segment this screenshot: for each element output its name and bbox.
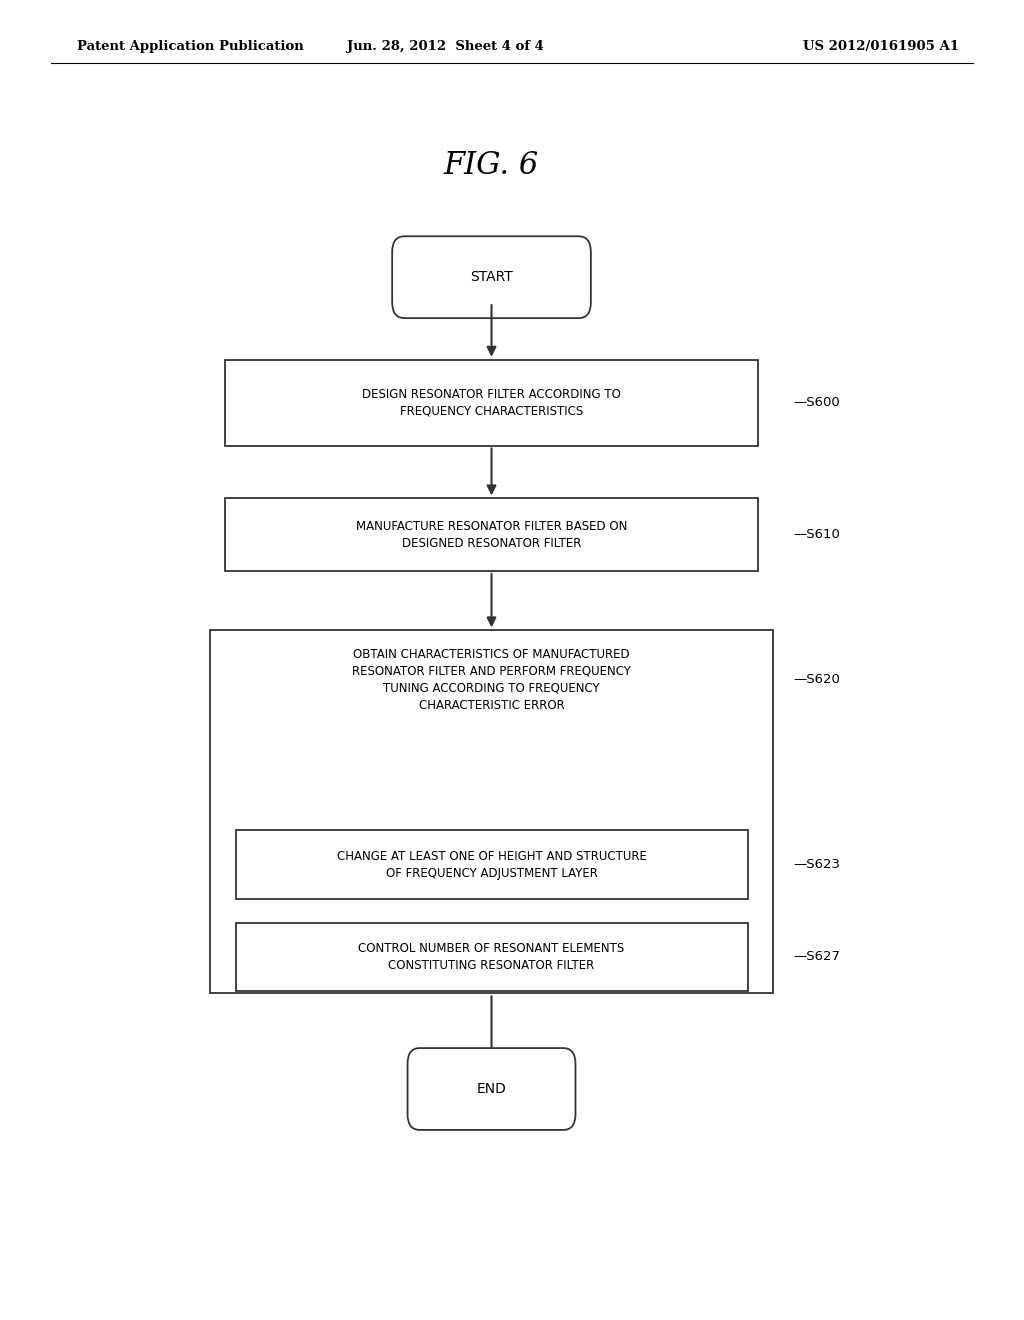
FancyBboxPatch shape bbox=[392, 236, 591, 318]
Text: OBTAIN CHARACTERISTICS OF MANUFACTURED
RESONATOR FILTER AND PERFORM FREQUENCY
TU: OBTAIN CHARACTERISTICS OF MANUFACTURED R… bbox=[352, 648, 631, 711]
Text: MANUFACTURE RESONATOR FILTER BASED ON
DESIGNED RESONATOR FILTER: MANUFACTURE RESONATOR FILTER BASED ON DE… bbox=[355, 520, 628, 549]
Text: —S600: —S600 bbox=[794, 396, 841, 409]
Text: —S620: —S620 bbox=[794, 673, 841, 686]
Bar bbox=[236, 830, 748, 899]
Text: Patent Application Publication: Patent Application Publication bbox=[77, 41, 303, 53]
Text: CONTROL NUMBER OF RESONANT ELEMENTS
CONSTITUTING RESONATOR FILTER: CONTROL NUMBER OF RESONANT ELEMENTS CONS… bbox=[358, 942, 625, 972]
Text: Jun. 28, 2012  Sheet 4 of 4: Jun. 28, 2012 Sheet 4 of 4 bbox=[347, 41, 544, 53]
Text: END: END bbox=[476, 1082, 507, 1096]
Bar bbox=[225, 359, 758, 446]
Text: START: START bbox=[470, 271, 513, 284]
Text: —S627: —S627 bbox=[794, 950, 841, 964]
Text: —S610: —S610 bbox=[794, 528, 841, 541]
Text: CHANGE AT LEAST ONE OF HEIGHT AND STRUCTURE
OF FREQUENCY ADJUSTMENT LAYER: CHANGE AT LEAST ONE OF HEIGHT AND STRUCT… bbox=[337, 850, 646, 879]
Text: —S623: —S623 bbox=[794, 858, 841, 871]
Bar bbox=[210, 631, 773, 993]
Bar bbox=[236, 923, 748, 991]
Text: FIG. 6: FIG. 6 bbox=[443, 149, 540, 181]
Text: DESIGN RESONATOR FILTER ACCORDING TO
FREQUENCY CHARACTERISTICS: DESIGN RESONATOR FILTER ACCORDING TO FRE… bbox=[362, 388, 621, 417]
Bar bbox=[225, 498, 758, 570]
Text: US 2012/0161905 A1: US 2012/0161905 A1 bbox=[803, 41, 958, 53]
FancyBboxPatch shape bbox=[408, 1048, 575, 1130]
